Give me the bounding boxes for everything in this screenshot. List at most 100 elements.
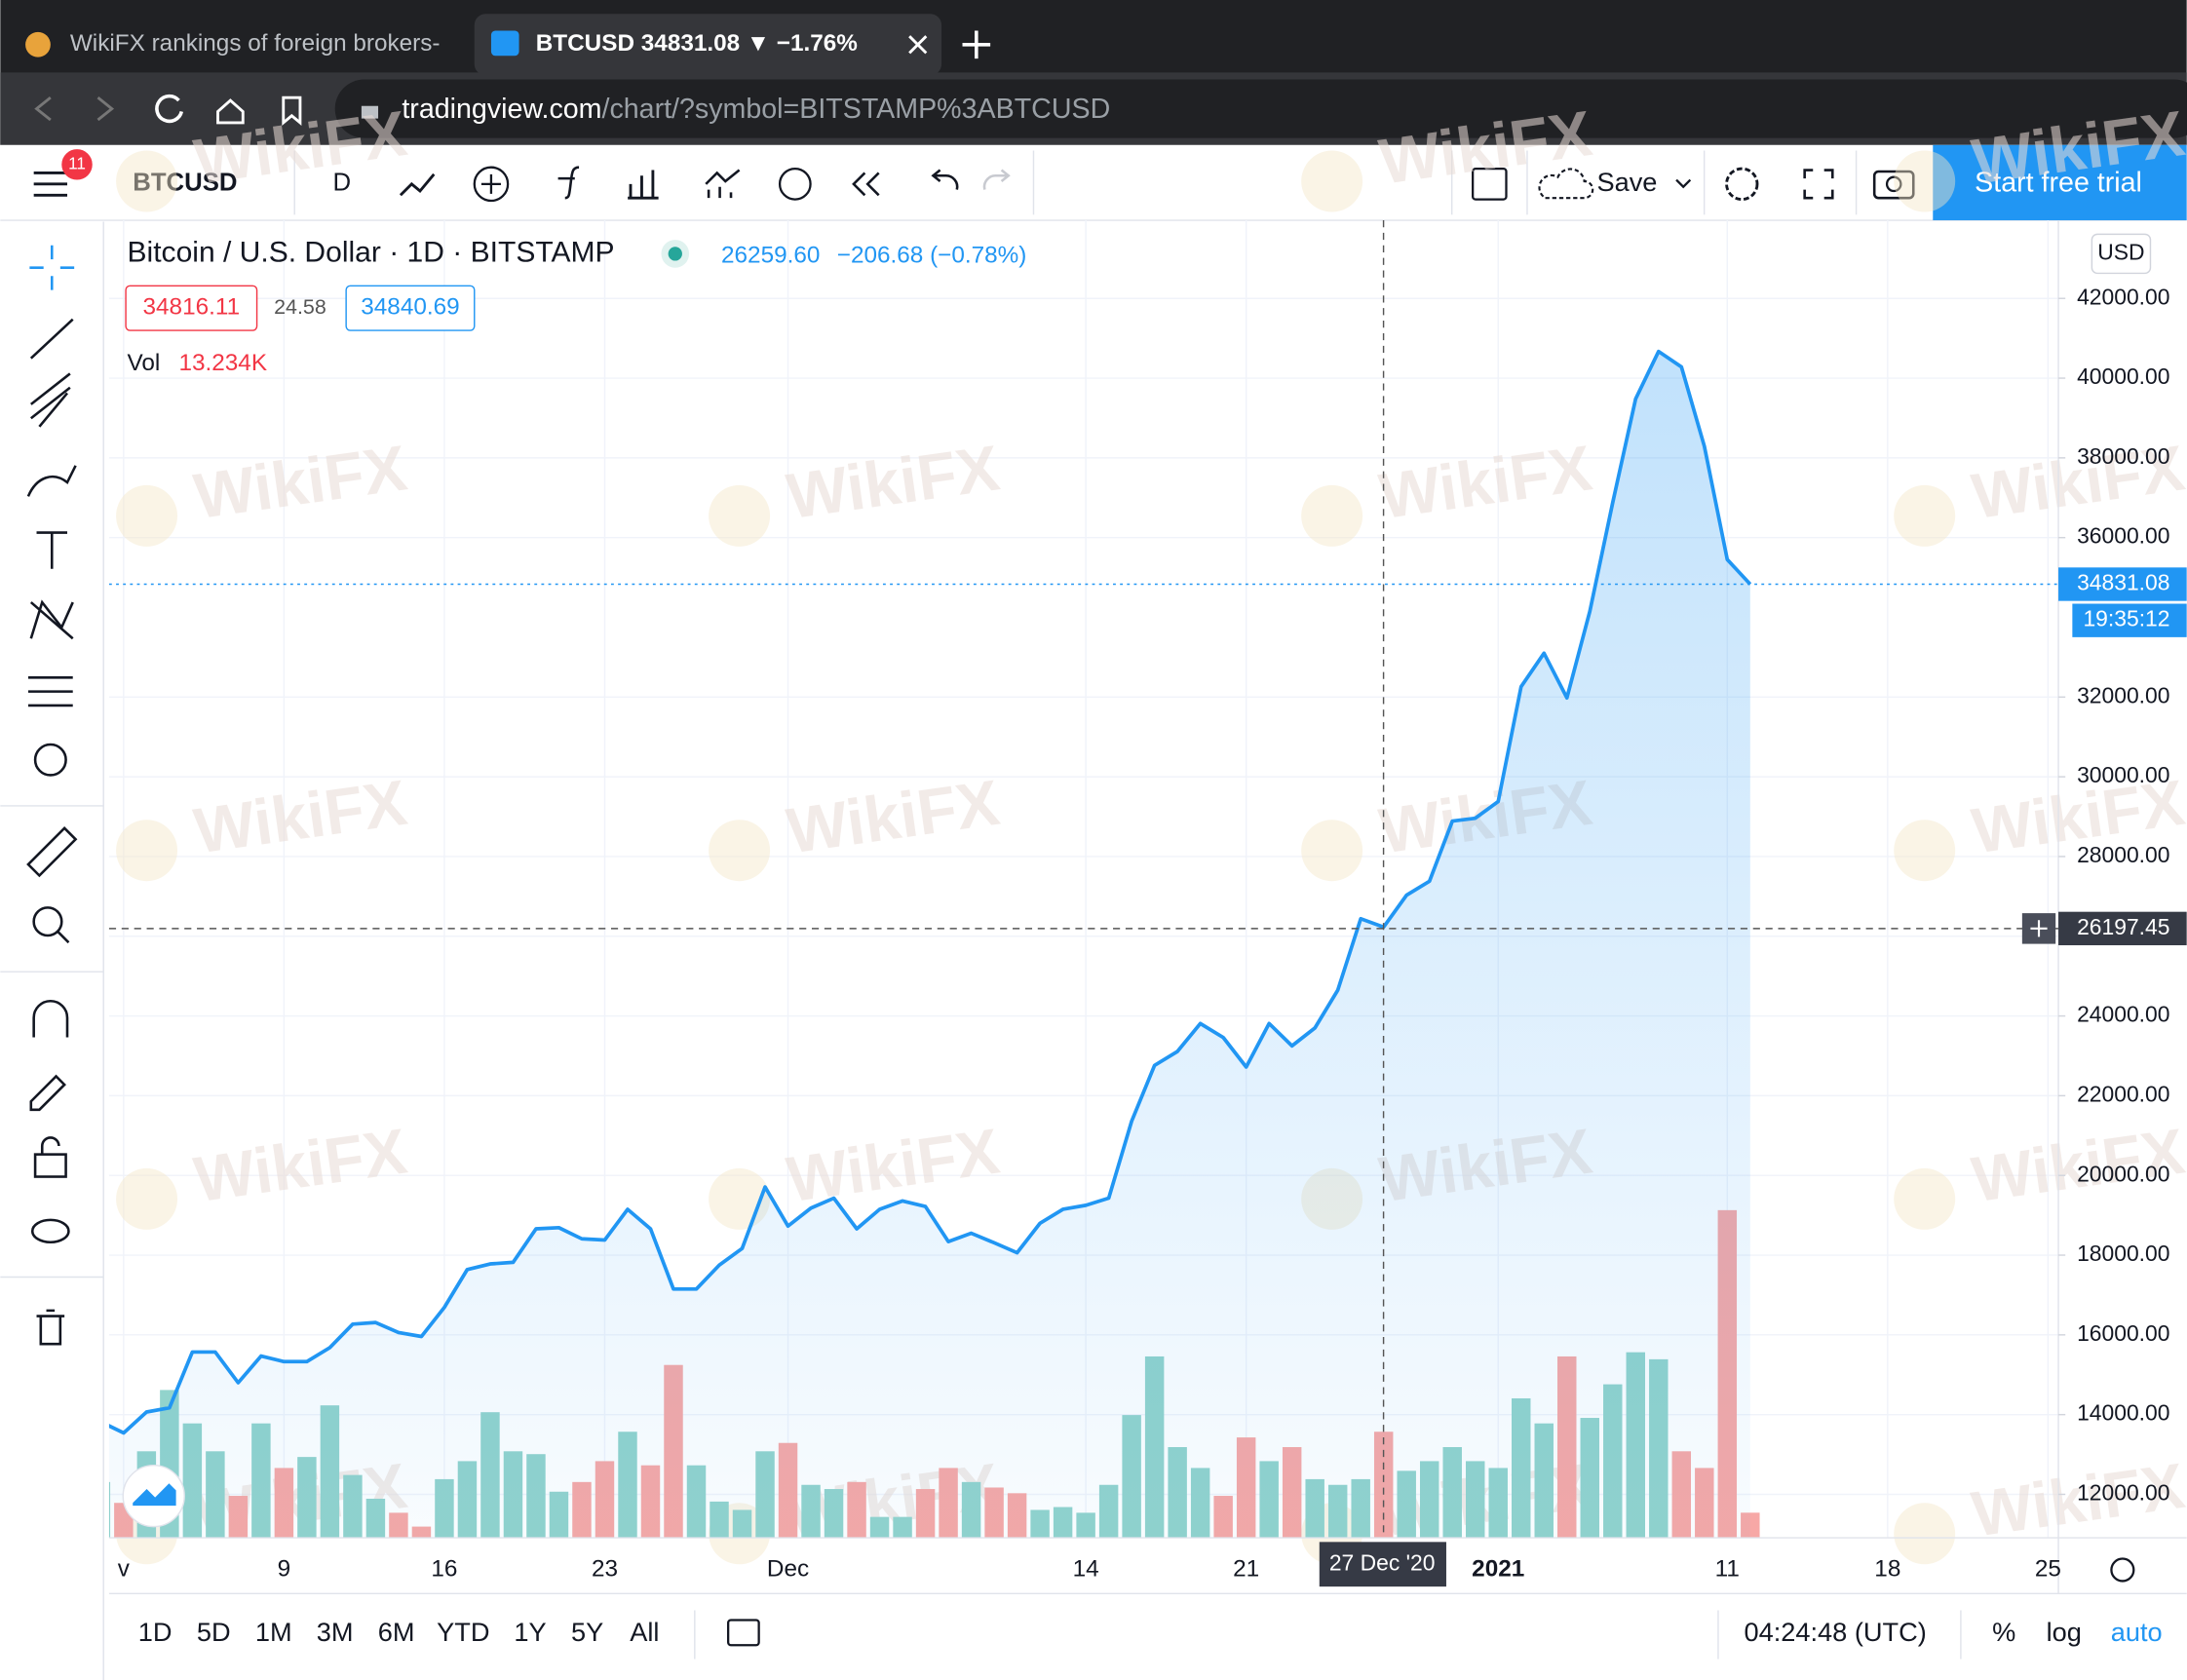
active-tab[interactable] [474,14,942,76]
y-tick-label: 42000.00 [2077,284,2169,309]
range-button[interactable]: 6M [378,1617,415,1647]
tab-icon [25,31,51,57]
fullscreen-button[interactable] [1803,169,1834,200]
symbol-search[interactable]: BTCUSD [133,170,237,197]
replay-button[interactable] [852,172,880,197]
zoom-tool[interactable] [32,906,63,937]
emoji-tool[interactable] [33,743,67,777]
tv-logo-icon [133,1483,176,1507]
watermark-logo [709,820,771,882]
save-menu[interactable] [1675,178,1692,189]
goto-date[interactable] [727,1619,760,1647]
url-domain: tradingview.com [402,94,601,125]
home-button[interactable] [216,98,245,125]
trendline-tool[interactable] [29,318,74,360]
watermark-logo [1894,484,1956,547]
settings-button[interactable] [1725,167,1759,202]
tab-title[interactable]: WikiFX rankings of foreign brokers- [70,30,441,57]
cloud-icon [1538,168,1594,200]
prediction-tool[interactable] [27,676,73,707]
chart-type-button[interactable] [399,172,436,197]
alert-button[interactable] [778,167,812,201]
percent-toggle[interactable]: % [1992,1617,2015,1647]
tab-title[interactable]: BTCUSD 34831.08 ▼ −1.76% [536,30,858,57]
url[interactable]: tradingview.com/chart/?symbol=BITSTAMP%3… [402,94,1110,125]
y-tick-label: 22000.00 [2077,1081,2169,1106]
countdown-tag [2072,603,2187,637]
watermark-logo [116,1167,178,1230]
plot [108,349,2059,1539]
brush-tool[interactable] [26,465,77,497]
crosshair-date-tag [1319,1542,1446,1587]
market-status-dot [668,247,682,261]
text-tool[interactable] [36,531,68,569]
crosshair-date: 27 Dec '20 [1329,1549,1436,1575]
x-tick-label: 2021 [1472,1555,1524,1582]
magnet-tool[interactable] [32,999,69,1038]
fib-tool[interactable] [30,372,71,428]
watermark: WikiFX [783,1114,1004,1215]
lock-drawing-tool[interactable] [29,1074,66,1112]
scale-settings[interactable] [2110,1557,2135,1583]
measure-tool[interactable] [26,826,78,878]
close-tab[interactable] [908,35,928,55]
compare-button[interactable] [473,166,510,203]
y-tick-label: 14000.00 [2077,1400,2169,1426]
back-button[interactable] [34,96,52,122]
range-button[interactable]: YTD [437,1617,489,1647]
templates-button[interactable] [628,170,659,200]
price-line [108,349,1752,1435]
hide-tool[interactable] [30,1218,70,1244]
sell-button[interactable] [125,285,258,331]
bookmark-button[interactable] [282,95,302,126]
watermark-logo [1894,1167,1956,1230]
spread: 24.58 [274,295,326,319]
clock: 04:24:48 (UTC) [1745,1617,1927,1647]
pattern-tool[interactable] [29,599,74,640]
range-button[interactable]: 5Y [571,1617,603,1647]
trial-button[interactable] [1933,144,2187,221]
watermark: WikiFX [783,766,1004,867]
currency-button[interactable] [2091,233,2152,275]
lock-tool[interactable] [33,1153,67,1178]
range-button[interactable]: 1D [138,1617,173,1647]
reload-button[interactable] [155,94,184,124]
log-toggle[interactable]: log [2047,1617,2082,1647]
range-button[interactable]: 1M [255,1617,292,1647]
new-tab[interactable] [962,30,991,59]
crosshair-tool[interactable] [29,245,75,290]
menu-button[interactable] [33,171,68,197]
indicators-button[interactable] [557,166,580,200]
watermark-logo [1894,820,1956,882]
y-tick-label: 30000.00 [2077,762,2169,787]
x-tick-label: 14 [1073,1555,1099,1582]
range-button[interactable]: 5D [197,1617,231,1647]
x-tick-label: v [118,1555,131,1582]
watermark-logo [116,484,178,547]
delete-tool[interactable] [36,1309,65,1346]
y-tick-label: 18000.00 [2077,1241,2169,1266]
range-button[interactable]: All [630,1617,659,1647]
url-bar[interactable] [334,79,2187,138]
auto-toggle[interactable]: auto [2111,1617,2163,1647]
interval-button[interactable]: D [333,170,352,197]
x-tick-label: 23 [592,1555,618,1582]
snapshot-button[interactable] [1872,170,1915,200]
watermark: WikiFX [190,766,411,867]
x-tick-label: 21 [1233,1555,1259,1582]
financials-button[interactable] [705,169,741,199]
forward-button[interactable] [96,96,115,122]
crosshair-price: 26197.45 [2077,914,2169,939]
range-button[interactable]: 3M [317,1617,354,1647]
range-button[interactable]: 1Y [514,1617,546,1647]
layout-button[interactable] [1472,167,1508,201]
watermark: WikiFX [1375,431,1596,532]
save-button[interactable]: Save [1596,167,1657,197]
y-tick-label: 20000.00 [2077,1161,2169,1186]
buy-button[interactable] [345,285,476,331]
undo-button[interactable] [931,169,959,190]
y-tick-label: 40000.00 [2077,363,2169,389]
last-price-tag [2058,567,2187,601]
